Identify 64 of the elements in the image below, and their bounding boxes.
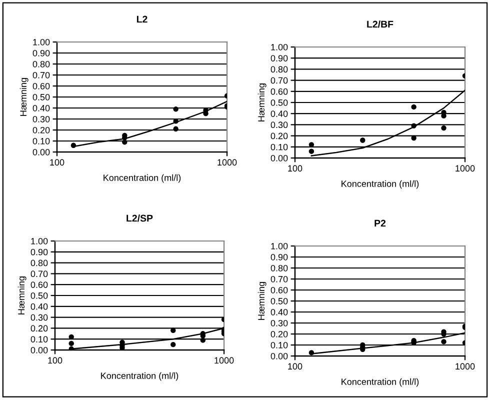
y-tick-label: 0.60 bbox=[270, 286, 288, 294]
y-tick-label: 0.40 bbox=[30, 303, 48, 310]
x-tick-label: 100 bbox=[288, 363, 302, 370]
y-tick-label: 0.20 bbox=[30, 325, 48, 332]
y-tick-label: 0.40 bbox=[32, 104, 50, 112]
y-axis-title: Hæmning bbox=[258, 84, 266, 122]
x-tick-label: 1000 bbox=[214, 357, 234, 364]
y-tick-label: 0.40 bbox=[270, 110, 288, 117]
y-tick-label: 0.00 bbox=[270, 154, 288, 162]
x-tick-label: 100 bbox=[48, 357, 62, 364]
y-tick-label: 0.50 bbox=[270, 99, 288, 106]
y-tick-label: 0.80 bbox=[270, 66, 288, 73]
y-tick-label: 0.20 bbox=[270, 330, 288, 338]
x-axis-title: Koncentration (ml/l) bbox=[101, 372, 178, 381]
y-tick-label: 0.90 bbox=[30, 248, 48, 256]
y-tick-label: 0.70 bbox=[32, 72, 50, 78]
y-tick-label: 0.30 bbox=[32, 116, 50, 122]
x-tick-label: 100 bbox=[50, 159, 64, 166]
y-tick-label: 1.00 bbox=[33, 38, 50, 46]
y-tick-label: 0.70 bbox=[270, 77, 288, 84]
y-tick-label: 0.10 bbox=[270, 144, 288, 150]
y-tick-label: 0.50 bbox=[30, 292, 48, 299]
y-tick-label: 0.60 bbox=[32, 82, 50, 90]
y-tick-label: 0.00 bbox=[270, 352, 288, 360]
y-tick-label: 1.00 bbox=[271, 242, 288, 250]
y-tick-label: 0.10 bbox=[30, 336, 48, 342]
x-tick-label: 1000 bbox=[218, 159, 237, 166]
chart-title: P2 bbox=[374, 220, 386, 227]
y-tick-label: 0.80 bbox=[270, 264, 288, 272]
x-axis-title: Koncentration (ml/l) bbox=[342, 378, 419, 387]
y-tick-label: 0.50 bbox=[270, 298, 288, 304]
y-tick-label: 0.50 bbox=[32, 94, 50, 100]
y-axis-title: Hæmning bbox=[258, 282, 266, 320]
chart-title: L2/SP bbox=[126, 214, 153, 222]
chart-title: L2/BF bbox=[367, 20, 394, 28]
x-tick-label: 1000 bbox=[456, 165, 475, 172]
y-tick-label: 1.00 bbox=[31, 238, 48, 244]
y-axis-title: Hæmning bbox=[20, 78, 28, 116]
y-tick-label: 0.10 bbox=[270, 342, 288, 348]
y-tick-label: 0.70 bbox=[270, 276, 288, 282]
y-tick-label: 0.10 bbox=[32, 138, 50, 144]
x-tick-label: 1000 bbox=[456, 363, 475, 370]
y-tick-label: 0.80 bbox=[32, 60, 50, 68]
y-tick-label: 0.30 bbox=[270, 122, 288, 128]
y-tick-label: 0.20 bbox=[32, 126, 50, 134]
x-axis-title: Koncentration (ml/l) bbox=[342, 180, 419, 189]
y-tick-label: 0.20 bbox=[270, 132, 288, 140]
x-tick-label: 100 bbox=[288, 165, 302, 172]
y-tick-label: 0.90 bbox=[32, 50, 50, 56]
y-tick-label: 0.90 bbox=[270, 254, 288, 260]
y-tick-label: 0.80 bbox=[30, 260, 48, 266]
y-tick-label: 0.30 bbox=[30, 314, 48, 321]
y-tick-label: 0.00 bbox=[32, 148, 50, 156]
y-tick-label: 0.00 bbox=[30, 346, 48, 354]
y-tick-label: 0.30 bbox=[270, 320, 288, 326]
x-axis-title: Koncentration (ml/l) bbox=[104, 174, 181, 183]
y-axis-title: Hæmning bbox=[18, 276, 26, 314]
y-tick-label: 0.40 bbox=[270, 308, 288, 316]
y-tick-label: 0.60 bbox=[30, 282, 48, 288]
chart-title: L2 bbox=[136, 16, 148, 23]
y-tick-label: 1.00 bbox=[271, 44, 288, 50]
y-tick-label: 0.60 bbox=[270, 88, 288, 95]
y-tick-label: 0.90 bbox=[270, 55, 288, 62]
y-tick-label: 0.70 bbox=[30, 270, 48, 278]
